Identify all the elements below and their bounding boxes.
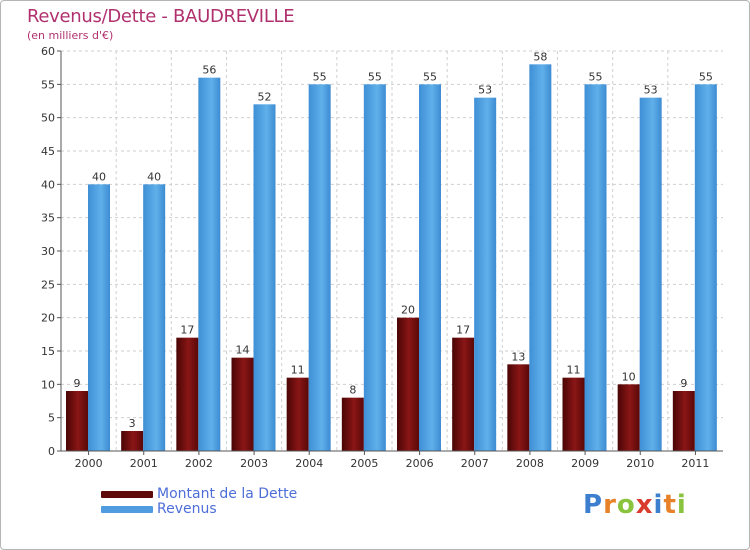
data-label-dette: 17 [180, 324, 194, 337]
data-label-dette: 14 [236, 344, 250, 357]
x-tick-label: 2010 [626, 457, 654, 470]
grid-lines [61, 50, 723, 452]
bar-dette [452, 337, 475, 451]
data-label-revenus: 55 [423, 70, 437, 83]
logo-letter: i [653, 490, 664, 520]
bar-dette [617, 384, 640, 451]
bar-dette [397, 317, 419, 451]
bar-dette [121, 431, 144, 451]
bar-revenus [363, 84, 386, 451]
data-label-revenus: 55 [368, 70, 382, 83]
bar-revenus [88, 184, 110, 452]
bar-dette [507, 364, 530, 451]
chart-subtitle: (en milliers d'€) [27, 29, 114, 42]
bar-dette [231, 357, 254, 451]
x-tick-label: 2004 [295, 457, 323, 470]
y-tick-label: 40 [41, 178, 55, 191]
bar-revenus [143, 184, 166, 452]
data-label-revenus: 52 [258, 90, 272, 103]
x-tick-label: 2002 [185, 457, 213, 470]
y-tick-label: 20 [41, 312, 55, 325]
legend-swatch-dette [101, 491, 153, 498]
logo-letter: o [616, 490, 636, 520]
data-label-dette: 3 [129, 417, 136, 430]
x-tick-label: 2000 [75, 457, 103, 470]
bar-dette [176, 337, 199, 451]
bar-revenus [639, 97, 662, 452]
y-tick-label: 30 [41, 245, 55, 258]
bar-dette [66, 391, 88, 451]
data-label-revenus: 40 [147, 170, 161, 183]
data-label-revenus: 58 [533, 50, 547, 63]
bar-revenus [308, 84, 331, 451]
logo-letter: t [663, 490, 677, 520]
logo-letter: r [603, 490, 617, 520]
y-tick-label: 35 [41, 212, 55, 225]
logo-letter: x [635, 490, 654, 520]
data-label-dette: 11 [567, 364, 581, 377]
data-label-dette: 9 [74, 377, 81, 390]
bar-dette [341, 397, 364, 451]
legend-item-dette: Montant de la Dette [101, 487, 297, 502]
x-tick-label: 2008 [516, 457, 544, 470]
legend-label-dette: Montant de la Dette [157, 486, 298, 502]
bars [66, 64, 717, 452]
y-tick-label: 10 [41, 378, 55, 391]
y-tick-label: 60 [41, 45, 55, 58]
data-label-dette: 20 [401, 304, 415, 317]
bar-revenus [198, 77, 221, 452]
data-label-revenus: 55 [313, 70, 327, 83]
x-tick-label: 2009 [571, 457, 599, 470]
legend-item-revenus: Revenus [101, 502, 297, 517]
logo-letter: P [583, 490, 604, 520]
y-tick-label: 25 [41, 278, 55, 291]
bar-revenus [253, 104, 276, 451]
y-tick-label: 0 [48, 445, 55, 458]
x-tick-label: 2007 [461, 457, 489, 470]
y-tick-label: 50 [41, 112, 55, 125]
bar-dette [286, 377, 309, 451]
data-label-dette: 10 [622, 370, 636, 383]
data-label-dette: 9 [680, 377, 687, 390]
data-label-revenus: 53 [478, 84, 492, 97]
chart-title: Revenus/Dette - BAUDREVILLE [27, 6, 295, 27]
x-tick-label: 2011 [681, 457, 709, 470]
legend-swatch-revenus [101, 506, 153, 513]
bar-dette [562, 377, 585, 451]
y-tick-label: 5 [48, 412, 55, 425]
axes: 0 5 10 15 20 25 30 35 40 45 50 55 60 2000 2001 2002 2003… [41, 45, 723, 470]
data-labels: 9 40 3 40 17 56 14 52 11 55 8 55 20 55 17 53 13 58 11 55 10 5… [74, 50, 713, 430]
data-label-revenus: 40 [92, 170, 106, 183]
x-tick-label: 2003 [240, 457, 268, 470]
data-label-revenus: 53 [644, 84, 658, 97]
legend-label-revenus: Revenus [157, 501, 217, 517]
data-label-dette: 8 [349, 384, 356, 397]
y-tick-label: 55 [41, 78, 55, 91]
data-label-revenus: 55 [589, 70, 603, 83]
bar-revenus [419, 84, 441, 451]
x-tick-label: 2005 [350, 457, 378, 470]
data-label-revenus: 55 [699, 70, 713, 83]
bar-revenus [474, 97, 497, 452]
proxiti-logo: Proxiti [583, 490, 687, 520]
data-label-dette: 11 [291, 364, 305, 377]
bar-revenus [529, 64, 552, 452]
bar-revenus [694, 84, 717, 451]
x-tick-label: 2006 [406, 457, 434, 470]
x-tick-label: 2001 [130, 457, 158, 470]
y-tick-label: 45 [41, 145, 55, 158]
logo-letter: i [676, 490, 687, 520]
bar-revenus [584, 84, 607, 451]
data-label-dette: 17 [456, 324, 470, 337]
legend: Montant de la Dette Revenus [101, 487, 297, 517]
data-label-revenus: 56 [202, 64, 216, 77]
y-tick-label: 15 [41, 345, 55, 358]
bar-dette [672, 391, 695, 451]
data-label-dette: 13 [511, 350, 525, 363]
